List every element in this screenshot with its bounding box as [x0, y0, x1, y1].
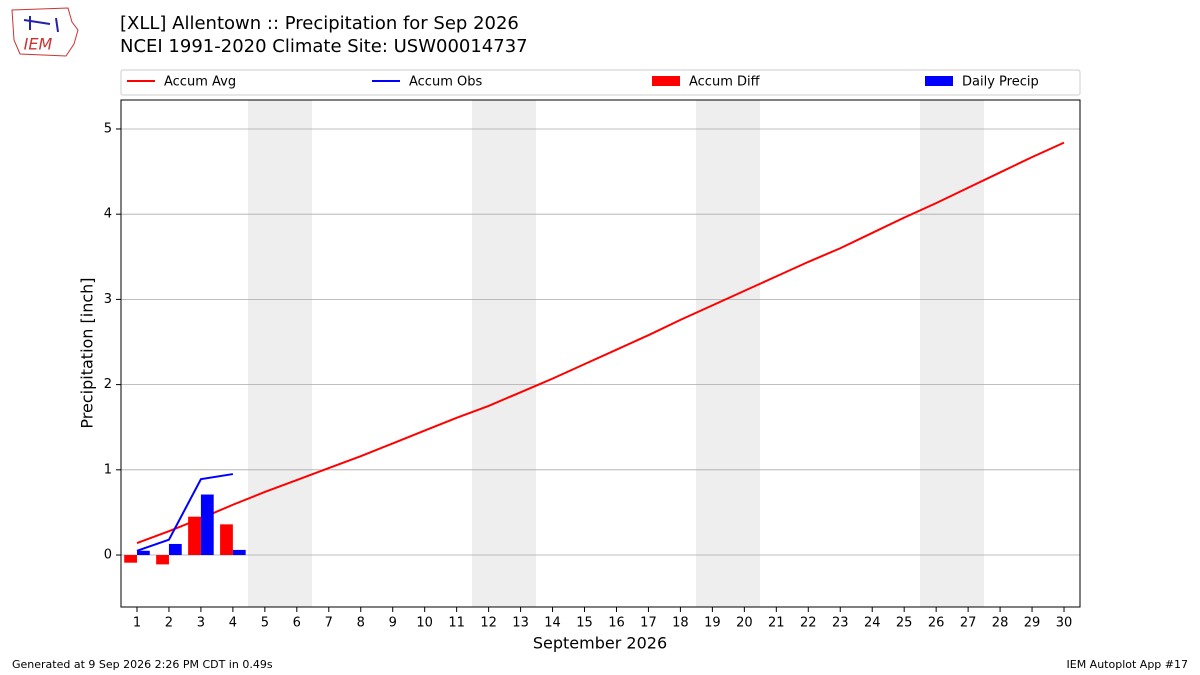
x-tick-label: 2	[165, 616, 173, 631]
x-tick-label: 23	[832, 616, 849, 631]
line-series	[136, 473, 234, 552]
x-tick-label: 25	[896, 616, 913, 631]
chart-title: [XLL] Allentown :: Precipitation for Sep…	[120, 13, 519, 34]
x-tick-label: 6	[293, 616, 301, 631]
line-series	[136, 141, 1065, 545]
x-tick-label: 27	[960, 616, 977, 631]
bar	[124, 555, 137, 563]
x-tick-label: 8	[357, 616, 365, 631]
x-tick-label: 21	[768, 616, 785, 631]
x-tick-label: 12	[480, 616, 497, 631]
x-tick-label: 16	[608, 616, 625, 631]
x-tick-label: 5	[261, 616, 269, 631]
x-tick-label: 9	[389, 616, 397, 631]
x-tick-label: 11	[448, 616, 465, 631]
bar	[136, 550, 150, 556]
x-tick-label: 4	[229, 616, 237, 631]
x-tick-label: 22	[800, 616, 817, 631]
weekend	[696, 100, 760, 607]
y-tick-label: 2	[104, 377, 112, 392]
legend-label: Accum Diff	[689, 75, 761, 90]
legend-swatch	[925, 76, 953, 86]
x-tick-label: 17	[640, 616, 657, 631]
footer-right: IEM Autoplot App #17	[1067, 658, 1189, 671]
weekend	[472, 100, 536, 607]
plot-frame	[120, 99, 1081, 608]
y-tick-label: 0	[104, 548, 112, 563]
x-tick-label: 28	[992, 616, 1009, 631]
bar	[156, 555, 169, 565]
bar	[168, 543, 182, 556]
x-tick-label: 20	[736, 616, 753, 631]
x-tick-label: 1	[133, 616, 141, 631]
x-tick-label: 18	[672, 616, 689, 631]
legend-box	[120, 69, 1081, 96]
x-tick-label: 14	[544, 616, 561, 631]
y-tick-label: 4	[104, 207, 112, 222]
x-tick-label: 29	[1024, 616, 1041, 631]
bar	[188, 516, 201, 556]
logo-icon	[23, 16, 59, 33]
x-tick-label: 10	[416, 616, 433, 631]
x-tick-label: 15	[576, 616, 593, 631]
logo: IEM	[11, 7, 79, 57]
weekend	[920, 100, 984, 607]
bar	[200, 494, 214, 556]
legend-swatch	[652, 76, 680, 86]
bar	[220, 524, 233, 556]
y-tick-label: 5	[104, 121, 112, 136]
x-tick-label: 24	[864, 616, 881, 631]
legend-label: Accum Avg	[164, 75, 236, 90]
chart-subtitle: NCEI 1991-2020 Climate Site: USW00014737	[120, 36, 528, 57]
logo-text: IEM	[24, 35, 53, 54]
x-tick-label: 26	[928, 616, 945, 631]
x-tick-label: 3	[197, 616, 205, 631]
legend-label: Daily Precip	[962, 75, 1039, 90]
bar	[232, 549, 246, 556]
x-axis-label: September 2026	[533, 634, 667, 653]
footer-left: Generated at 9 Sep 2026 2:26 PM CDT in 0…	[12, 658, 273, 671]
y-tick-label: 1	[104, 462, 112, 477]
y-axis-label: Precipitation [inch]	[78, 277, 97, 428]
x-tick-label: 19	[704, 616, 721, 631]
x-tick-label: 7	[325, 616, 333, 631]
weekend	[248, 100, 312, 607]
y-tick-label: 3	[104, 292, 112, 307]
legend-label: Accum Obs	[409, 75, 482, 90]
weekend-shading	[248, 100, 984, 607]
x-tick-label: 13	[512, 616, 529, 631]
x-tick-label: 30	[1056, 616, 1073, 631]
